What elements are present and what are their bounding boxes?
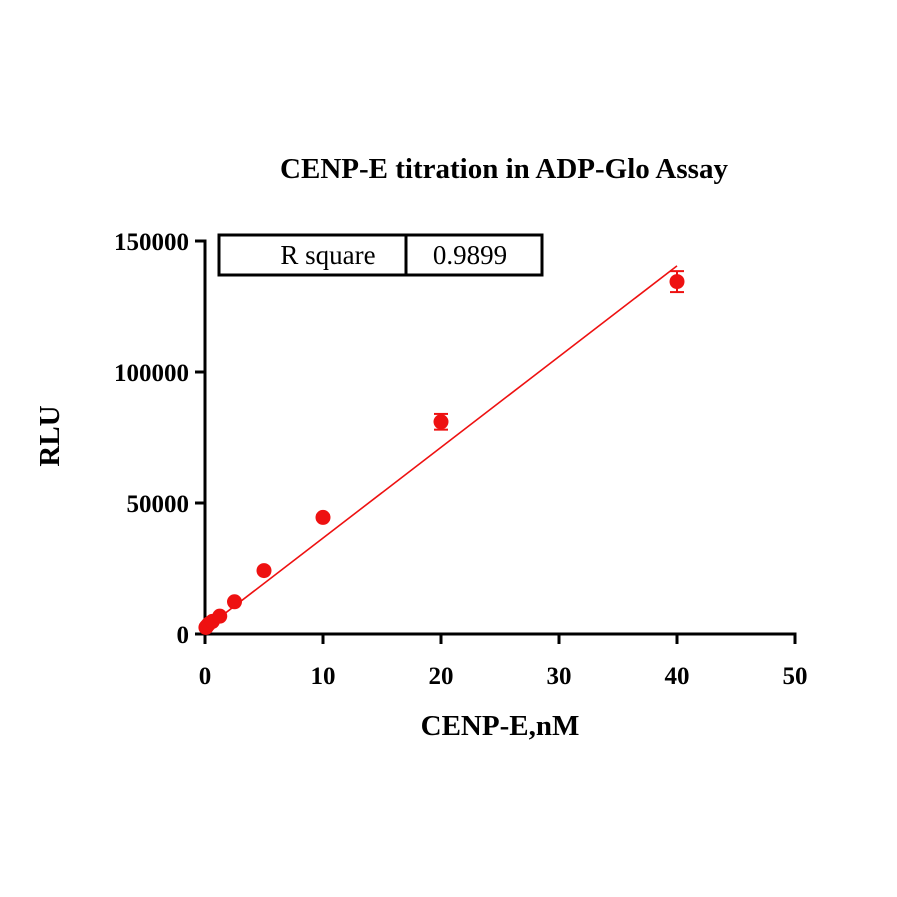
fit-line-group xyxy=(204,265,678,630)
y-tick-label: 50000 xyxy=(127,491,190,518)
y-tick-label: 100000 xyxy=(114,360,189,387)
data-point xyxy=(315,509,331,525)
data-points xyxy=(198,270,685,635)
data-point xyxy=(256,563,272,579)
data-point xyxy=(212,608,228,624)
axes: 0 50000 100000 150000 0 10 20 30 40 50 xyxy=(114,229,808,690)
stats-table-value: 0.9899 xyxy=(433,240,507,270)
data-point xyxy=(669,274,685,290)
fit-line xyxy=(204,265,678,630)
x-tick-label: 50 xyxy=(783,663,808,690)
x-tick-label: 30 xyxy=(547,663,572,690)
data-point xyxy=(433,414,449,430)
data-point xyxy=(227,594,242,610)
x-tick-label: 40 xyxy=(665,663,690,690)
stats-table-label: R square xyxy=(280,240,375,270)
y-tick-label: 150000 xyxy=(114,229,189,256)
chart-title: CENP-E titration in ADP-Glo Assay xyxy=(280,153,728,185)
y-tick-label: 0 xyxy=(177,622,190,649)
x-tick-label: 10 xyxy=(311,663,336,690)
x-tick-label: 20 xyxy=(429,663,454,690)
y-axis-label: RLU xyxy=(34,405,66,466)
x-axis-label: CENP-E,nM xyxy=(421,710,580,742)
stats-table: R square 0.9899 xyxy=(217,233,544,277)
x-tick-label: 0 xyxy=(199,663,212,690)
stats-table-border xyxy=(217,233,544,277)
